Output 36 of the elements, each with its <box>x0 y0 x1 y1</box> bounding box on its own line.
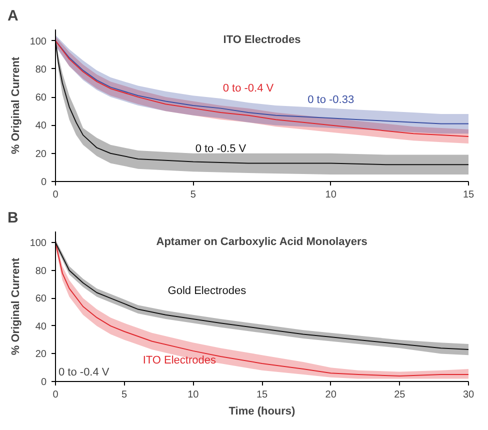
y-tick-label: 80 <box>35 64 47 76</box>
chart-title: ITO Electrodes <box>223 34 301 46</box>
series-label: Gold Electrodes <box>168 285 247 298</box>
x-tick-label: 10 <box>188 390 200 400</box>
series-label: 0 to -0.5 V <box>195 143 247 156</box>
series-label: ITO Electrodes <box>142 354 216 367</box>
x-tick-label: 5 <box>190 190 196 200</box>
y-tick-label: 0 <box>40 377 47 388</box>
x-tick-label: 20 <box>325 390 337 400</box>
x-axis-title: Time (hours) <box>228 406 296 418</box>
x-tick-label: 0 <box>52 390 59 400</box>
text: B <box>8 210 18 226</box>
annotation: 0 to -0.4 V <box>58 366 110 378</box>
x-tick-label: 0 <box>52 190 59 200</box>
y-tick-label: 40 <box>35 120 47 132</box>
x-tick-label: 15 <box>256 390 268 400</box>
x-tick-label: 5 <box>122 390 128 400</box>
y-tick-label: 0 <box>40 177 47 188</box>
y-tick-label: 60 <box>35 294 47 305</box>
y-tick-label: 20 <box>35 148 47 160</box>
y-tick-label: 100 <box>30 238 47 250</box>
y-tick-label: 80 <box>35 266 47 277</box>
x-tick-label: 30 <box>462 390 474 400</box>
y-axis-title: % Original Current <box>10 258 22 356</box>
y-tick-label: 60 <box>35 92 47 104</box>
x-tick-label: 25 <box>394 390 406 400</box>
y-tick-label: 100 <box>30 36 47 48</box>
y-tick-label: 40 <box>35 321 47 332</box>
series-label: 0 to -0.33 <box>308 94 354 106</box>
x-tick-label: 15 <box>462 190 474 200</box>
chart-title: Aptamer on Carboxylic Acid Monolayers <box>156 236 368 248</box>
text: A <box>8 8 18 24</box>
y-tick-label: 20 <box>35 349 47 360</box>
x-tick-label: 10 <box>325 190 337 200</box>
y-axis-title: % Original Current <box>10 56 22 154</box>
series-label: 0 to -0.4 V <box>222 82 274 95</box>
